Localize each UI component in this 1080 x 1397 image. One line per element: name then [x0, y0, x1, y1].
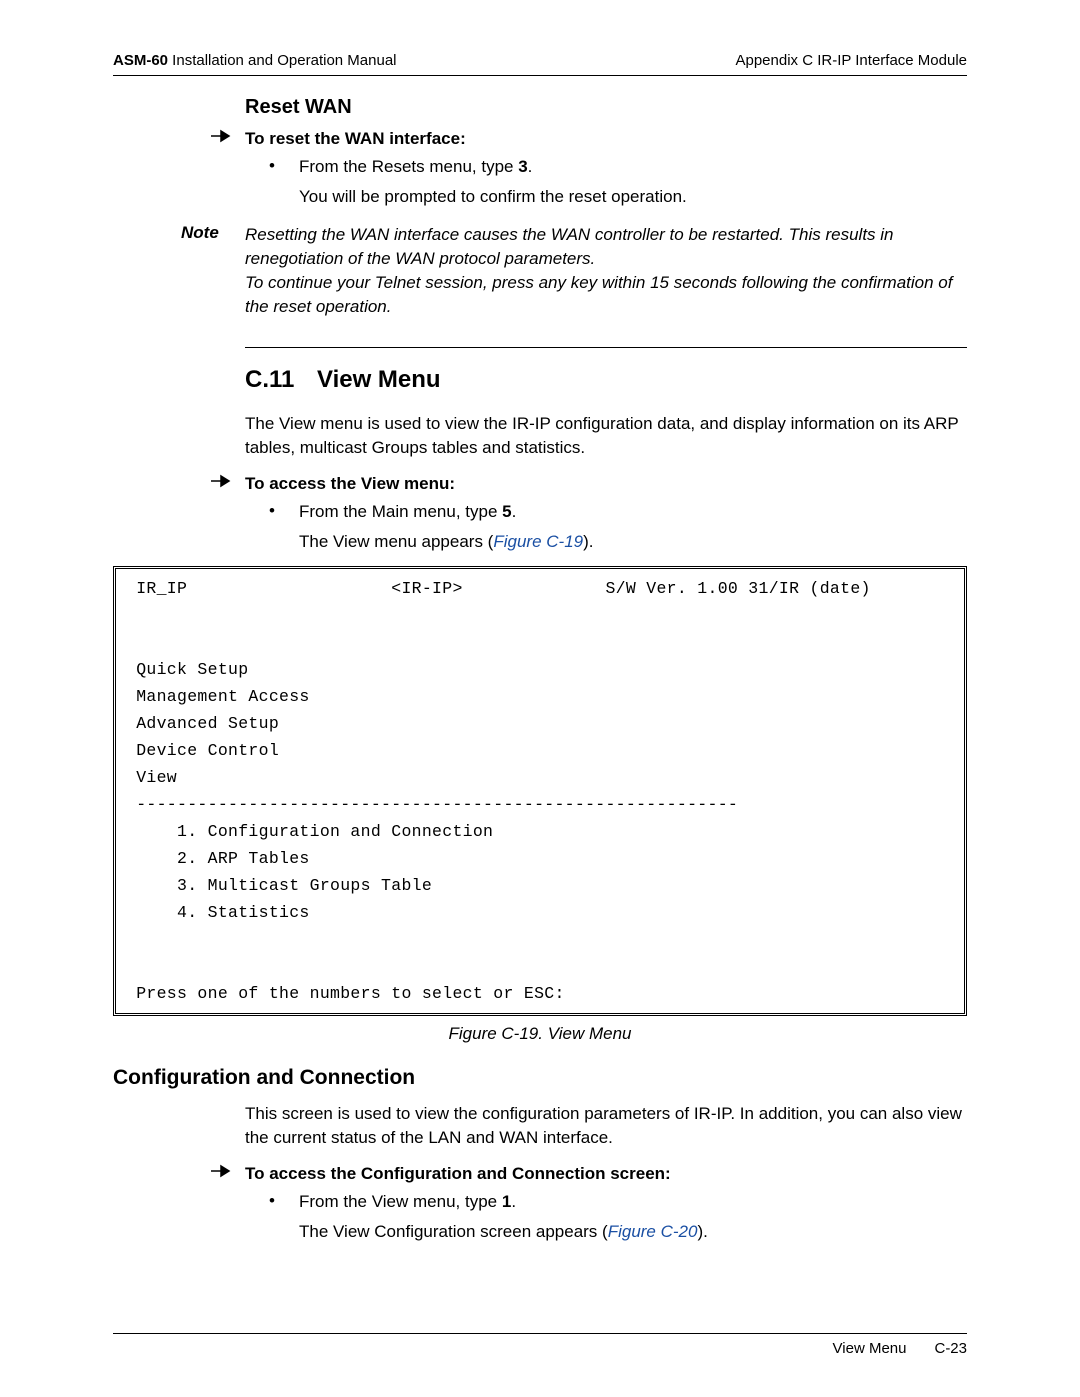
bullet-bold: 3	[518, 157, 527, 176]
bullet-suffix: .	[512, 502, 517, 521]
result-text: The View Configuration screen appears (F…	[299, 1220, 967, 1244]
bullet-row: • From the View menu, type 1.	[269, 1190, 967, 1214]
reset-wan-heading: Reset WAN	[245, 96, 967, 119]
section-title: C.11 View Menu	[245, 366, 967, 394]
note-label: Note	[181, 223, 245, 319]
bullet-text: From the Resets menu, type 3.	[299, 155, 532, 179]
procedure-arrow-icon	[211, 129, 245, 143]
bullet-prefix: From the View menu, type	[299, 1192, 502, 1211]
config-heading: Configuration and Connection	[113, 1066, 967, 1090]
doc-title: Installation and Operation Manual	[168, 52, 396, 69]
result-prefix: The View menu appears (	[299, 532, 493, 551]
bullet-row: • From the Resets menu, type 3.	[269, 155, 967, 179]
figure-caption: Figure C-19. View Menu	[113, 1024, 967, 1044]
section-number: C.11	[245, 366, 317, 394]
bullet-prefix: From the Main menu, type	[299, 502, 502, 521]
product-code: ASM-60	[113, 52, 168, 69]
bullet-row: • From the Main menu, type 5.	[269, 500, 967, 524]
note-body: Resetting the WAN interface causes the W…	[245, 223, 967, 319]
page-header: ASM-60 Installation and Operation Manual…	[113, 52, 967, 69]
result-suffix: ).	[697, 1222, 707, 1241]
header-rule	[113, 75, 967, 76]
procedure-arrow-icon	[211, 474, 245, 488]
bullet-icon: •	[269, 1190, 299, 1214]
procedure-text: To access the View menu:	[245, 474, 455, 494]
terminal-screen: IR_IP <IR-IP> S/W Ver. 1.00 31/IR (date)…	[113, 566, 967, 1016]
bullet-prefix: From the Resets menu, type	[299, 157, 518, 176]
config-intro: This screen is used to view the configur…	[245, 1102, 967, 1150]
footer-page-number: C-23	[934, 1340, 967, 1357]
result-text: You will be prompted to confirm the rese…	[299, 185, 967, 209]
procedure-row: To reset the WAN interface:	[211, 129, 967, 149]
bullet-icon: •	[269, 500, 299, 524]
procedure-text: To reset the WAN interface:	[245, 129, 466, 149]
header-right: Appendix C IR-IP Interface Module	[735, 52, 967, 69]
footer-section: View Menu	[833, 1340, 907, 1357]
header-left: ASM-60 Installation and Operation Manual	[113, 52, 397, 69]
section-rule	[245, 347, 967, 348]
bullet-icon: •	[269, 155, 299, 179]
note-block: Note Resetting the WAN interface causes …	[181, 223, 967, 319]
page-footer: View Menu C-23	[113, 1333, 967, 1357]
bullet-text: From the Main menu, type 5.	[299, 500, 516, 524]
procedure-row: To access the Configuration and Connecti…	[211, 1164, 967, 1184]
section-intro: The View menu is used to view the IR-IP …	[245, 412, 967, 460]
procedure-arrow-icon	[211, 1164, 245, 1178]
result-suffix: ).	[583, 532, 593, 551]
procedure-row: To access the View menu:	[211, 474, 967, 494]
content-column: Reset WAN To reset the WAN interface: • …	[245, 96, 967, 1244]
figure-reference-link[interactable]: Figure C-19	[493, 532, 583, 551]
section-name: View Menu	[317, 366, 441, 394]
bullet-text: From the View menu, type 1.	[299, 1190, 516, 1214]
bullet-suffix: .	[511, 1192, 516, 1211]
bullet-suffix: .	[528, 157, 533, 176]
bullet-bold: 1	[502, 1192, 511, 1211]
result-prefix: The View Configuration screen appears (	[299, 1222, 608, 1241]
result-text: The View menu appears (Figure C-19).	[299, 530, 967, 554]
bullet-bold: 5	[502, 502, 511, 521]
page: ASM-60 Installation and Operation Manual…	[0, 0, 1080, 1397]
figure-reference-link[interactable]: Figure C-20	[608, 1222, 698, 1241]
procedure-text: To access the Configuration and Connecti…	[245, 1164, 671, 1184]
